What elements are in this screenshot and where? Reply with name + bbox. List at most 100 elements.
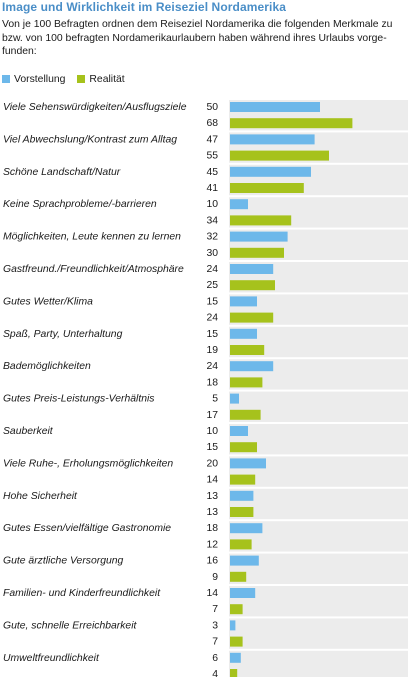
bar-vorstellung <box>230 652 241 663</box>
value-label-realitaet: 68 <box>206 118 218 129</box>
value-label-vorstellung: 13 <box>206 491 218 502</box>
bar-realitaet <box>230 118 353 129</box>
value-label-vorstellung: 5 <box>212 394 218 405</box>
value-label-realitaet: 55 <box>206 151 218 162</box>
value-label-realitaet: 41 <box>206 183 218 194</box>
bar-realitaet <box>230 247 284 258</box>
category-label: Gutes Essen/vielfältige Gastronomie <box>3 523 171 534</box>
category-label: Sauberkeit <box>3 426 54 437</box>
value-label-vorstellung: 45 <box>206 167 218 178</box>
legend-swatch-realitaet <box>77 75 86 83</box>
value-label-vorstellung: 47 <box>206 134 218 145</box>
bar-background-band <box>229 424 408 455</box>
bar-realitaet <box>230 636 243 647</box>
bar-realitaet <box>230 409 261 420</box>
value-label-vorstellung: 10 <box>206 199 218 210</box>
bar-background-band <box>229 618 408 649</box>
bar-vorstellung <box>230 166 311 177</box>
category-label: Viel Abwechslung/Kontrast zum Alltag <box>3 134 177 145</box>
category-label: Gutes Wetter/Klima <box>3 296 93 307</box>
value-label-realitaet: 30 <box>206 248 218 259</box>
legend-label-realitaet: Realität <box>89 73 125 85</box>
bar-realitaet <box>230 183 304 193</box>
bar-vorstellung <box>230 264 274 274</box>
category-label: Keine Sprachprobleme/-barrieren <box>3 199 157 210</box>
bar-realitaet <box>230 442 257 453</box>
value-label-vorstellung: 20 <box>206 458 218 469</box>
value-label-vorstellung: 24 <box>206 264 218 275</box>
value-label-vorstellung: 32 <box>206 232 218 243</box>
bar-vorstellung <box>230 555 259 566</box>
value-label-realitaet: 4 <box>212 669 218 677</box>
bar-realitaet <box>230 312 274 323</box>
bar-realitaet <box>230 474 256 485</box>
bar-vorstellung <box>230 620 236 631</box>
bar-realitaet <box>230 215 292 226</box>
bar-vorstellung <box>230 102 320 112</box>
bar-vorstellung <box>230 199 248 210</box>
value-label-vorstellung: 18 <box>206 523 218 534</box>
value-label-realitaet: 13 <box>206 507 218 518</box>
bar-vorstellung <box>230 490 254 501</box>
value-label-vorstellung: 24 <box>206 361 218 372</box>
legend: Vorstellung Realität <box>2 72 137 86</box>
chart-title: Image und Wirklichkeit im Reiseziel Nord… <box>2 0 287 14</box>
bar-realitaet <box>230 571 247 582</box>
category-label: Bademöglichkeiten <box>3 361 91 372</box>
bar-vorstellung <box>230 588 256 598</box>
value-label-realitaet: 15 <box>206 442 218 453</box>
value-label-realitaet: 9 <box>212 572 218 583</box>
value-label-realitaet: 25 <box>206 280 218 291</box>
bar-realitaet <box>230 539 252 550</box>
bar-vorstellung <box>230 328 257 339</box>
bar-background-band <box>229 586 408 617</box>
bar-realitaet <box>230 377 263 388</box>
category-label: Hohe Sicherheit <box>3 491 78 502</box>
category-label: Spaß, Party, Unterhaltung <box>3 329 123 340</box>
bar-vorstellung <box>230 231 288 242</box>
value-label-vorstellung: 10 <box>206 426 218 437</box>
legend-item-realitaet: Realität <box>77 73 125 85</box>
value-label-vorstellung: 15 <box>206 329 218 340</box>
category-label: Möglichkeiten, Leute kennen zu lernen <box>3 232 181 243</box>
bar-realitaet <box>230 345 265 355</box>
value-label-realitaet: 24 <box>206 313 218 324</box>
category-label: Gute ärztliche Versorgung <box>3 556 124 567</box>
value-label-realitaet: 17 <box>206 410 218 421</box>
value-label-vorstellung: 15 <box>206 296 218 307</box>
bar-vorstellung <box>230 523 263 534</box>
bar-realitaet <box>230 507 254 517</box>
bar-realitaet <box>230 150 329 161</box>
value-label-realitaet: 18 <box>206 377 218 388</box>
value-label-realitaet: 19 <box>206 345 218 356</box>
bar-vorstellung <box>230 134 315 145</box>
value-label-vorstellung: 6 <box>212 653 218 664</box>
value-label-vorstellung: 3 <box>212 620 218 631</box>
category-label: Gutes Preis-Leistungs-Verhältnis <box>3 394 155 405</box>
value-label-realitaet: 14 <box>206 475 218 486</box>
bar-vorstellung <box>230 361 274 372</box>
chart-subtitle: Von je 100 Befragten ordnen dem Reisezie… <box>2 19 393 57</box>
value-label-vorstellung: 14 <box>206 588 218 599</box>
category-label: Viele Sehenswürdigkeiten/Ausflugsziele <box>3 102 187 113</box>
bar-vorstellung <box>230 393 239 404</box>
category-label: Viele Ruhe-, Erholungsmöglichkeiten <box>3 458 173 469</box>
bar-background-band <box>229 553 408 584</box>
category-label: Gastfreund./Freundlichkeit/Atmosphäre <box>3 264 184 275</box>
value-label-realitaet: 7 <box>212 637 218 648</box>
bar-vorstellung <box>230 426 248 436</box>
category-label: Gute, schnelle Erreichbarkeit <box>3 620 138 631</box>
category-label: Schöne Landschaft/Natur <box>3 167 121 178</box>
legend-label-vorstellung: Vorstellung <box>14 73 66 85</box>
bar-realitaet <box>230 669 238 677</box>
value-label-realitaet: 34 <box>206 215 218 226</box>
category-label: Familien- und Kinderfreundlichkeit <box>3 588 161 599</box>
bar-realitaet <box>230 604 243 615</box>
value-label-realitaet: 12 <box>206 539 218 550</box>
legend-swatch-vorstellung <box>2 75 10 83</box>
bar-vorstellung <box>230 296 257 307</box>
value-label-vorstellung: 16 <box>206 556 218 567</box>
legend-item-vorstellung: Vorstellung <box>2 74 65 85</box>
value-label-vorstellung: 50 <box>206 102 218 113</box>
